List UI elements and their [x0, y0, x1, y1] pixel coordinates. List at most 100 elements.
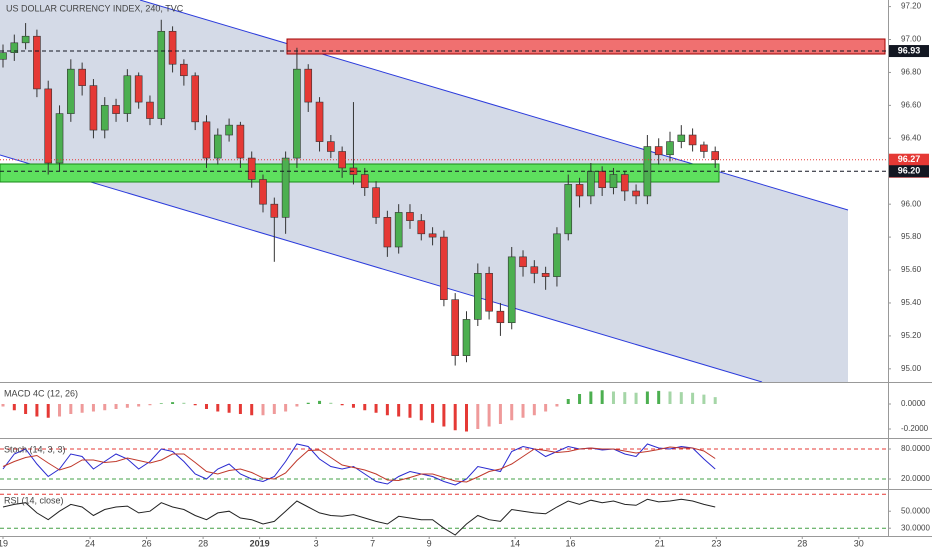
candle-body — [474, 273, 482, 320]
x-tick-label: 24 — [85, 538, 95, 548]
candle-body — [293, 68, 301, 159]
candle-body — [89, 85, 98, 131]
support-zone — [0, 163, 720, 183]
histogram-bar — [12, 404, 16, 411]
histogram-bar — [419, 404, 423, 421]
candle-body — [485, 273, 493, 312]
candle-body — [564, 184, 573, 235]
histogram-bar — [498, 404, 502, 424]
x-tick-label: 14 — [510, 538, 520, 548]
histogram-bar — [69, 404, 73, 414]
histogram-bar — [318, 400, 322, 404]
x-tick-label: 2019 — [250, 538, 270, 548]
histogram-bar — [566, 399, 570, 404]
histogram-bar — [600, 390, 604, 404]
panel-title: MACD 4C (12, 26) — [4, 388, 78, 398]
histogram-bar — [261, 404, 265, 416]
candle-body — [67, 68, 75, 114]
histogram-bar — [250, 404, 254, 416]
candle-body — [553, 233, 561, 277]
chart-title: US DOLLAR CURRENCY INDEX, 240, TVC — [6, 3, 184, 13]
histogram-bar — [216, 404, 220, 412]
histogram-bar — [385, 404, 389, 416]
histogram-bar — [137, 404, 141, 407]
histogram-bar — [374, 404, 378, 413]
candle-body — [33, 35, 41, 90]
candle-body — [688, 134, 697, 146]
histogram-bar — [555, 404, 559, 407]
price-label: 96.20 — [898, 166, 921, 176]
histogram-bar — [238, 404, 242, 414]
histogram-bar — [227, 404, 231, 413]
x-tick-label: 7 — [370, 538, 375, 548]
histogram-bar — [465, 404, 468, 432]
candle-body — [519, 256, 527, 268]
x-tick-label: 21 — [655, 538, 665, 548]
candle-body — [225, 124, 233, 136]
y-tick-label: 96.80 — [901, 68, 922, 77]
indicator-line — [2, 446, 716, 483]
histogram-bar — [691, 392, 695, 404]
price-label-box — [889, 165, 929, 178]
candle-body — [609, 174, 618, 189]
x-tick-label: 26 — [142, 538, 152, 548]
y-tick-label: 0.0000 — [901, 399, 926, 408]
histogram-bar — [114, 404, 118, 409]
candle-body — [666, 141, 674, 156]
histogram-bar — [91, 404, 95, 412]
histogram-bar — [702, 394, 706, 404]
candle-body — [575, 184, 584, 197]
y-tick-label: 96.60 — [901, 100, 922, 109]
candle-body — [123, 75, 132, 114]
y-tick-label: 96.40 — [901, 133, 922, 142]
candle-body — [360, 174, 369, 189]
histogram-bar — [125, 404, 129, 408]
histogram-bar — [397, 404, 401, 417]
histogram-bar — [329, 402, 333, 404]
y-tick-label: 95.00 — [901, 364, 922, 373]
x-tick-label: 16 — [565, 538, 575, 548]
y-tick-label: 20.0000 — [901, 474, 930, 483]
candle-body — [462, 319, 471, 356]
histogram-bar — [521, 404, 525, 418]
panel-title: Stoch (14, 3, 3) — [4, 444, 66, 454]
candle-body — [157, 30, 166, 119]
histogram-bar — [295, 404, 299, 407]
candle-body — [417, 220, 426, 235]
price-label: 96.27 — [898, 154, 921, 164]
candle-body — [247, 157, 256, 180]
channel-lower — [0, 154, 763, 383]
y-tick-label: 97.00 — [901, 35, 922, 44]
candle-body — [236, 124, 245, 159]
candle-body — [428, 233, 437, 238]
indicator-line — [2, 498, 716, 536]
y-tick-label: 95.40 — [901, 298, 922, 307]
candle-body — [55, 113, 64, 164]
candle-body — [78, 68, 86, 86]
candle-body — [383, 217, 392, 248]
candle-body — [281, 157, 290, 218]
candle-body — [44, 88, 53, 164]
candle-body — [451, 299, 459, 356]
histogram-bar — [645, 391, 649, 404]
histogram-bar — [476, 404, 480, 429]
histogram-bar — [634, 392, 638, 404]
candle-body — [213, 134, 222, 159]
candle-body — [180, 63, 188, 77]
candle-body — [259, 179, 267, 205]
channel-upper — [139, 0, 849, 211]
candle-body — [496, 310, 505, 324]
candle-body — [507, 256, 516, 324]
histogram-bar — [58, 404, 62, 417]
candle-body — [372, 187, 380, 218]
x-tick-label: 9 — [427, 538, 432, 548]
candle-body — [711, 151, 720, 161]
histogram-bar — [182, 402, 186, 404]
histogram-bar — [668, 391, 672, 404]
histogram-bar — [159, 403, 163, 404]
price-label: 96.93 — [898, 45, 921, 55]
candle-body — [100, 105, 109, 131]
histogram-bar — [35, 404, 39, 417]
candle-body — [654, 146, 663, 156]
histogram-bar — [713, 397, 717, 404]
